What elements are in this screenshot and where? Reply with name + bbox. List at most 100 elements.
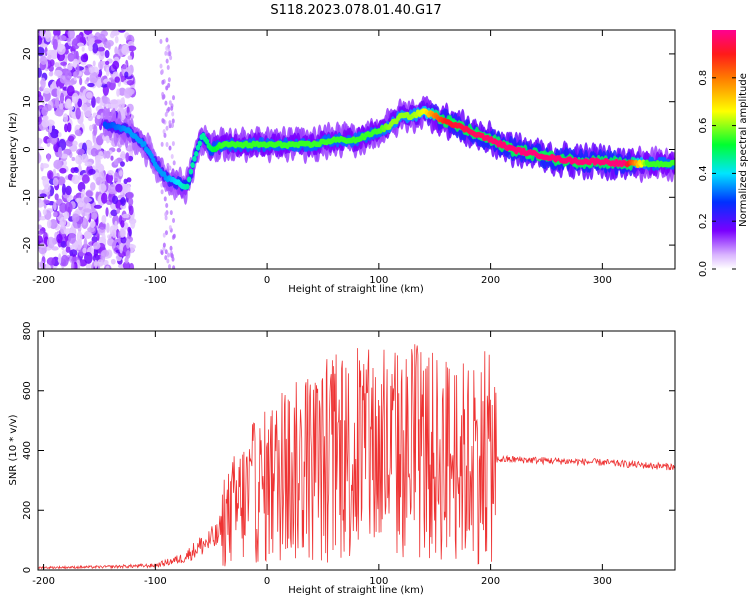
- spectrogram-noise-cell: [117, 30, 126, 33]
- spectrogram-noise-cell: [67, 135, 75, 142]
- spectrogram-noise-cell: [127, 45, 137, 52]
- spectrogram-noise-cell: [76, 64, 80, 76]
- spectrogram-ridge-cell: [194, 150, 199, 157]
- spectrogram-noise-cell: [119, 228, 126, 238]
- spectrogram-noise-cell: [38, 35, 43, 45]
- spectrogram-noise-cell: [168, 225, 172, 231]
- spectrogram-noise-cell: [163, 132, 167, 138]
- spectrogram-noise-cell: [112, 60, 120, 70]
- spectrogram-noise-cell: [44, 30, 52, 43]
- spectrogram-ytick-label: -10: [22, 189, 33, 205]
- spectrogram-noise-cell: [64, 70, 72, 81]
- spectrogram-noise-cell: [84, 251, 93, 264]
- spectrogram-noise-cell: [120, 236, 127, 244]
- spectrogram-noise-cell: [60, 254, 69, 267]
- spectrogram-noise-cell: [92, 60, 96, 67]
- chart-title: S118.2023.078.01.40.G17: [270, 3, 441, 18]
- spectrogram-noise-cell: [102, 96, 110, 105]
- spectrogram-noise-cell: [111, 195, 119, 205]
- spectrogram-noise-cell: [77, 201, 84, 208]
- spectrogram-noise-cell: [171, 111, 175, 117]
- spectrogram-noise-cell: [167, 252, 171, 258]
- spectrogram-noise-cell: [127, 55, 133, 61]
- spectrogram-ylabel: Frequency (Hz): [8, 112, 19, 188]
- spectrogram-noise-cell: [74, 167, 79, 173]
- spectrogram-noise-cell: [169, 245, 173, 251]
- spectrogram-noise-cell: [57, 39, 62, 52]
- spectrogram-noise-cell: [92, 241, 101, 250]
- spectrogram-noise-cell: [42, 114, 49, 122]
- spectrogram-noise-cell: [38, 243, 47, 249]
- spectrogram-ridge-cell: [190, 162, 195, 168]
- spectrogram-noise-cell: [50, 128, 59, 139]
- spectrogram-noise-cell: [77, 98, 83, 108]
- spectrogram-noise-cell: [49, 218, 58, 230]
- spectrogram-noise-cell: [82, 217, 87, 226]
- spectrogram-ridge-cell: [142, 140, 147, 147]
- spectrogram-noise-cell: [126, 79, 135, 86]
- spectrogram-noise-cell: [125, 152, 130, 163]
- spectrogram-noise-cell: [97, 60, 104, 70]
- spectrogram-noise-cell: [93, 204, 103, 209]
- spectrogram-noise-cell: [121, 213, 130, 219]
- spectrogram-noise-cell: [164, 50, 168, 56]
- spectrogram-noise-cell: [162, 232, 166, 238]
- spectrogram-noise-cell: [54, 193, 59, 201]
- spectrogram-ridge-cell: [197, 140, 203, 147]
- spectrogram-noise-cell: [38, 230, 44, 235]
- spectrogram-noise-cell: [54, 62, 60, 68]
- spectrogram-noise-cell: [123, 178, 128, 185]
- spectrogram-noise-cell: [126, 184, 131, 194]
- spectrogram-noise-cell: [159, 63, 163, 69]
- spectrogram-noise-cell: [44, 46, 48, 57]
- spectrogram-noise-cell: [164, 230, 168, 236]
- spectrogram-noise-cell: [107, 170, 114, 176]
- spectrogram-ridge-cell: [188, 168, 194, 175]
- snr-xlabel: Height of straight line (km): [288, 585, 424, 596]
- spectrogram-noise-cell: [65, 185, 72, 196]
- spectrogram-noise-cell: [165, 142, 169, 148]
- spectrogram-noise-cell: [165, 58, 169, 64]
- spectrogram-noise-cell: [71, 38, 81, 50]
- snr-xtick-label: 300: [593, 576, 612, 587]
- snr-axes: -200 -100 0 100 200 300 0 200 400 600 800: [22, 321, 675, 587]
- spectrogram-noise-cell: [104, 103, 113, 108]
- spectrogram-noise-cell: [53, 30, 61, 37]
- spectrogram-noise-cell: [41, 106, 48, 117]
- spectrogram-noise-cell: [59, 202, 68, 214]
- spectrogram-noise-cell: [170, 252, 174, 258]
- spectrogram-noise-cell: [71, 156, 76, 162]
- spectrogram-noise-cell: [98, 151, 104, 160]
- spectrogram-noise-cell: [114, 46, 118, 55]
- colorbar-tick-label: 0.4: [698, 165, 709, 181]
- snr-xtick-label: 100: [369, 576, 388, 587]
- colorbar-tick-label: 0.2: [698, 213, 709, 229]
- spectrogram-noise-cell: [99, 97, 103, 110]
- spectrogram-noise-cell: [44, 184, 51, 193]
- spectrogram-noise-cell: [57, 146, 63, 159]
- spectrogram-noise-cell: [165, 203, 169, 209]
- spectrogram-noise-cell: [97, 259, 104, 267]
- spectrogram-noise-cell: [102, 176, 106, 185]
- spectrogram-noise-cell: [121, 184, 128, 193]
- spectrogram-noise-cell: [82, 247, 87, 254]
- spectrogram-noise-cell: [66, 98, 72, 109]
- spectrogram-noise-cell: [67, 64, 73, 71]
- spectrogram-noise-cell: [115, 183, 123, 193]
- spectrogram-noise-cell: [68, 232, 77, 244]
- spectrogram-noise-cell: [72, 140, 78, 147]
- spectrogram-noise-cell: [71, 92, 79, 104]
- spectrogram-noise-cell: [171, 118, 175, 124]
- spectrogram-noise-cell: [128, 262, 135, 269]
- spectrogram-noise-cell: [46, 49, 55, 56]
- spectrogram-noise-cell: [56, 233, 63, 244]
- spectrogram-noise-cell: [41, 119, 50, 128]
- spectrogram-noise-cell: [63, 211, 70, 220]
- spectrogram-noise-cell: [42, 208, 47, 216]
- spectrogram-noise-cell: [86, 140, 93, 149]
- spectrogram-noise-cell: [90, 182, 96, 191]
- spectrogram-noise-cell: [165, 45, 169, 51]
- spectrogram-noise-cell: [106, 222, 110, 234]
- colorbar-label: Normalized spectral amplitude: [738, 73, 749, 227]
- spectrogram-noise-cell: [106, 81, 111, 88]
